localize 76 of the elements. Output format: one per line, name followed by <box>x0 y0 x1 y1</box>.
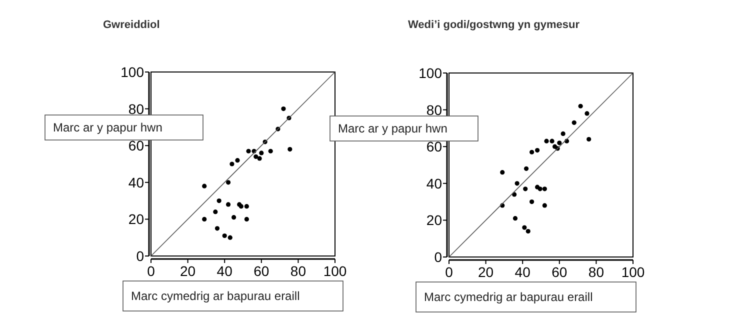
point <box>268 148 273 154</box>
point <box>526 228 530 234</box>
point <box>530 150 534 154</box>
x-tick-label: 40 <box>216 263 233 279</box>
point <box>257 156 262 161</box>
point <box>202 184 207 188</box>
point <box>288 146 292 152</box>
point <box>222 233 227 238</box>
y-axis-title: Marc ar y papur hwn <box>338 122 448 136</box>
y-tick-label: 80 <box>128 100 144 117</box>
point <box>586 136 592 142</box>
point <box>535 148 540 153</box>
point <box>244 204 249 209</box>
point <box>542 203 547 208</box>
y-tick-label: 0 <box>434 249 442 265</box>
y-tick-label: 20 <box>128 211 144 228</box>
point <box>228 235 232 240</box>
y-tick-label: 80 <box>426 102 442 118</box>
point <box>560 131 566 136</box>
point <box>244 216 249 222</box>
point <box>538 186 542 192</box>
point <box>524 166 529 171</box>
y-tick-label: 60 <box>426 138 442 155</box>
point <box>246 148 251 154</box>
point <box>213 210 218 214</box>
point <box>500 170 505 175</box>
chart-title: Wedi’i godi/gostwng yn gymesur <box>408 19 580 31</box>
point <box>550 138 554 144</box>
point <box>522 225 527 230</box>
y-tick-label: 40 <box>128 174 144 190</box>
point <box>572 120 576 125</box>
y-tick-label: 20 <box>426 212 442 228</box>
point <box>235 158 240 163</box>
x-tick-label: 100 <box>323 263 347 279</box>
y-tick-label: 40 <box>426 175 442 192</box>
point <box>226 180 231 185</box>
point <box>514 181 520 186</box>
x-tick-label: 0 <box>147 263 156 279</box>
x-tick-label: 60 <box>552 264 568 280</box>
text-box: Marc ar y papur hwn <box>44 114 204 140</box>
x-tick-label: 80 <box>290 263 306 279</box>
x-tick-label: 40 <box>514 264 531 280</box>
text-box: Marc ar y papur hwn <box>330 116 478 142</box>
text-box: Marc cymedrig ar bapurau eraill <box>122 280 344 312</box>
x-tick-label: 80 <box>588 264 604 280</box>
point <box>202 216 207 222</box>
point <box>578 104 583 108</box>
chart-title: Gwreiddiol <box>103 19 160 31</box>
point <box>544 138 549 144</box>
point <box>281 106 286 112</box>
y-axis-title: Marc ar y papur hwn <box>53 120 162 134</box>
point <box>254 154 258 159</box>
point <box>232 215 236 220</box>
point <box>523 186 528 192</box>
y-tick-label: 100 <box>418 65 442 81</box>
point <box>216 198 222 204</box>
point <box>230 162 234 166</box>
x-axis-title: Marc cymedrig ar bapurau eraill <box>424 290 593 304</box>
y-tick-label: 60 <box>128 138 144 154</box>
point <box>226 202 231 207</box>
point <box>530 200 534 204</box>
point <box>259 150 264 156</box>
x-tick-label: 20 <box>478 264 494 280</box>
x-axis-title: Marc cymedrig ar bapurau eraill <box>131 289 300 303</box>
y-tick-label: 0 <box>136 248 144 264</box>
x-tick-label: 20 <box>180 263 196 279</box>
point <box>584 111 590 116</box>
x-tick-label: 100 <box>621 264 645 280</box>
y-tick-label: 100 <box>120 64 144 80</box>
text-box: Marc cymedrig ar bapurau eraill <box>416 282 636 312</box>
point <box>557 140 562 146</box>
x-tick-label: 60 <box>254 263 270 279</box>
point <box>214 226 220 231</box>
point <box>512 216 518 221</box>
x-tick-label: 0 <box>445 264 454 280</box>
point <box>542 186 547 192</box>
